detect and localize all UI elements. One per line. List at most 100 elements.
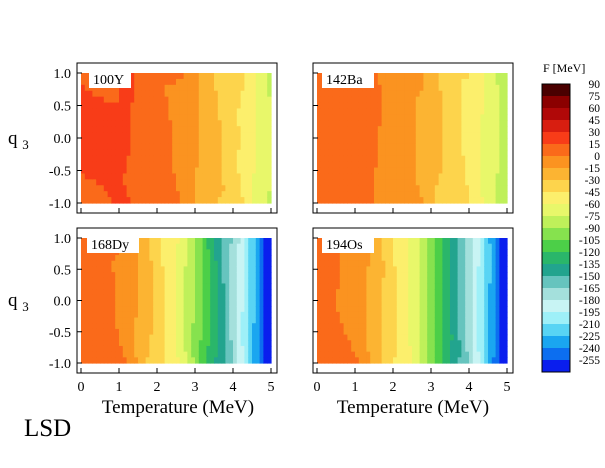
contour-cell bbox=[389, 191, 394, 198]
contour-cell bbox=[122, 260, 128, 268]
contour-cell bbox=[130, 255, 135, 262]
contour-cell bbox=[370, 120, 375, 127]
contour-cell bbox=[358, 300, 364, 307]
contour-cell bbox=[434, 323, 440, 330]
contour-cell bbox=[134, 73, 139, 80]
contour-cell bbox=[138, 266, 143, 273]
contour-cell bbox=[381, 149, 386, 157]
contour-cell bbox=[495, 108, 500, 115]
contour-cell bbox=[244, 289, 249, 296]
contour-cell bbox=[488, 311, 493, 319]
contour-cell bbox=[179, 155, 185, 163]
contour-cell bbox=[408, 311, 413, 319]
contour-cell bbox=[362, 255, 367, 262]
contour-cell bbox=[328, 102, 333, 110]
contour-cell bbox=[96, 191, 101, 198]
contour-cell bbox=[96, 185, 101, 192]
contour-cell bbox=[221, 289, 226, 296]
contour-cell bbox=[157, 351, 162, 358]
contour-cell bbox=[225, 90, 230, 98]
contour-cell bbox=[389, 120, 394, 127]
contour-cell bbox=[179, 311, 185, 319]
contour-cell bbox=[499, 317, 504, 324]
contour-cell bbox=[484, 243, 489, 250]
contour-cell bbox=[434, 351, 440, 358]
contour-cell bbox=[339, 323, 345, 330]
contour-cell bbox=[438, 317, 443, 324]
contour-cell bbox=[96, 272, 101, 279]
contour-cell bbox=[484, 120, 489, 127]
contour-cell bbox=[461, 351, 466, 358]
contour-cell bbox=[122, 102, 128, 110]
contour-cell bbox=[370, 143, 375, 151]
contour-cell bbox=[187, 345, 192, 353]
contour-cell bbox=[206, 167, 211, 175]
contour-cell bbox=[217, 272, 223, 279]
contour-cell bbox=[393, 126, 398, 133]
contour-cell bbox=[389, 78, 394, 86]
contour-cell bbox=[385, 345, 390, 353]
contour-cell bbox=[145, 126, 150, 133]
contour-cell bbox=[252, 120, 257, 127]
contour-cell bbox=[491, 138, 497, 145]
contour-cell bbox=[160, 277, 166, 285]
contour-cell bbox=[476, 328, 481, 336]
contour-cell bbox=[107, 266, 112, 273]
contour-cell bbox=[157, 126, 162, 133]
contour-cell bbox=[469, 238, 474, 245]
contour-cell bbox=[328, 132, 333, 139]
contour-cell bbox=[126, 260, 131, 268]
contour-cell bbox=[183, 90, 188, 98]
contour-cell bbox=[81, 249, 86, 256]
contour-cell bbox=[134, 114, 139, 121]
contour-cell bbox=[172, 351, 177, 358]
contour-cell bbox=[210, 120, 215, 127]
contour-cell bbox=[389, 255, 394, 262]
contour-cell bbox=[225, 328, 230, 336]
contour-cell bbox=[138, 317, 143, 324]
contour-cell bbox=[427, 300, 432, 307]
contour-cell bbox=[336, 84, 341, 92]
contour-cell bbox=[145, 345, 150, 353]
contour-cell bbox=[484, 108, 489, 115]
contour-cell bbox=[336, 120, 341, 127]
contour-cell bbox=[88, 328, 93, 336]
contour-cell bbox=[191, 108, 196, 115]
contour-cell bbox=[317, 334, 322, 341]
contour-cell bbox=[499, 78, 504, 86]
contour-cell bbox=[396, 185, 402, 192]
contour-cell bbox=[434, 191, 440, 198]
contour-cell bbox=[491, 340, 497, 347]
contour-cell bbox=[267, 345, 272, 353]
contour-cell bbox=[255, 317, 261, 324]
contour-cell bbox=[415, 357, 421, 364]
contour-cell bbox=[450, 255, 455, 262]
contour-cell bbox=[248, 334, 253, 341]
contour-cell bbox=[427, 306, 432, 313]
y-tick-label: 1.0 bbox=[54, 67, 72, 82]
contour-cell bbox=[419, 272, 424, 279]
contour-cell bbox=[431, 260, 436, 268]
contour-cell bbox=[88, 317, 93, 324]
contour-cell bbox=[153, 323, 158, 330]
contour-cell bbox=[149, 155, 154, 163]
contour-cell bbox=[476, 143, 481, 151]
contour-cell bbox=[92, 120, 97, 127]
contour-cell bbox=[317, 161, 322, 169]
contour-cell bbox=[472, 311, 478, 319]
contour-cell bbox=[450, 161, 455, 169]
contour-cell bbox=[92, 114, 97, 121]
contour-cell bbox=[317, 317, 322, 324]
contour-cell bbox=[484, 317, 489, 324]
contour-cell bbox=[252, 114, 257, 121]
contour-cell bbox=[499, 340, 504, 347]
contour-cell bbox=[469, 191, 474, 198]
contour-cell bbox=[191, 306, 196, 313]
contour-cell bbox=[453, 306, 459, 313]
contour-cell bbox=[103, 155, 109, 163]
contour-cell bbox=[377, 266, 383, 273]
contour-cell bbox=[259, 90, 264, 98]
contour-cell bbox=[472, 173, 478, 180]
contour-cell bbox=[434, 260, 440, 268]
contour-cell bbox=[195, 334, 200, 341]
